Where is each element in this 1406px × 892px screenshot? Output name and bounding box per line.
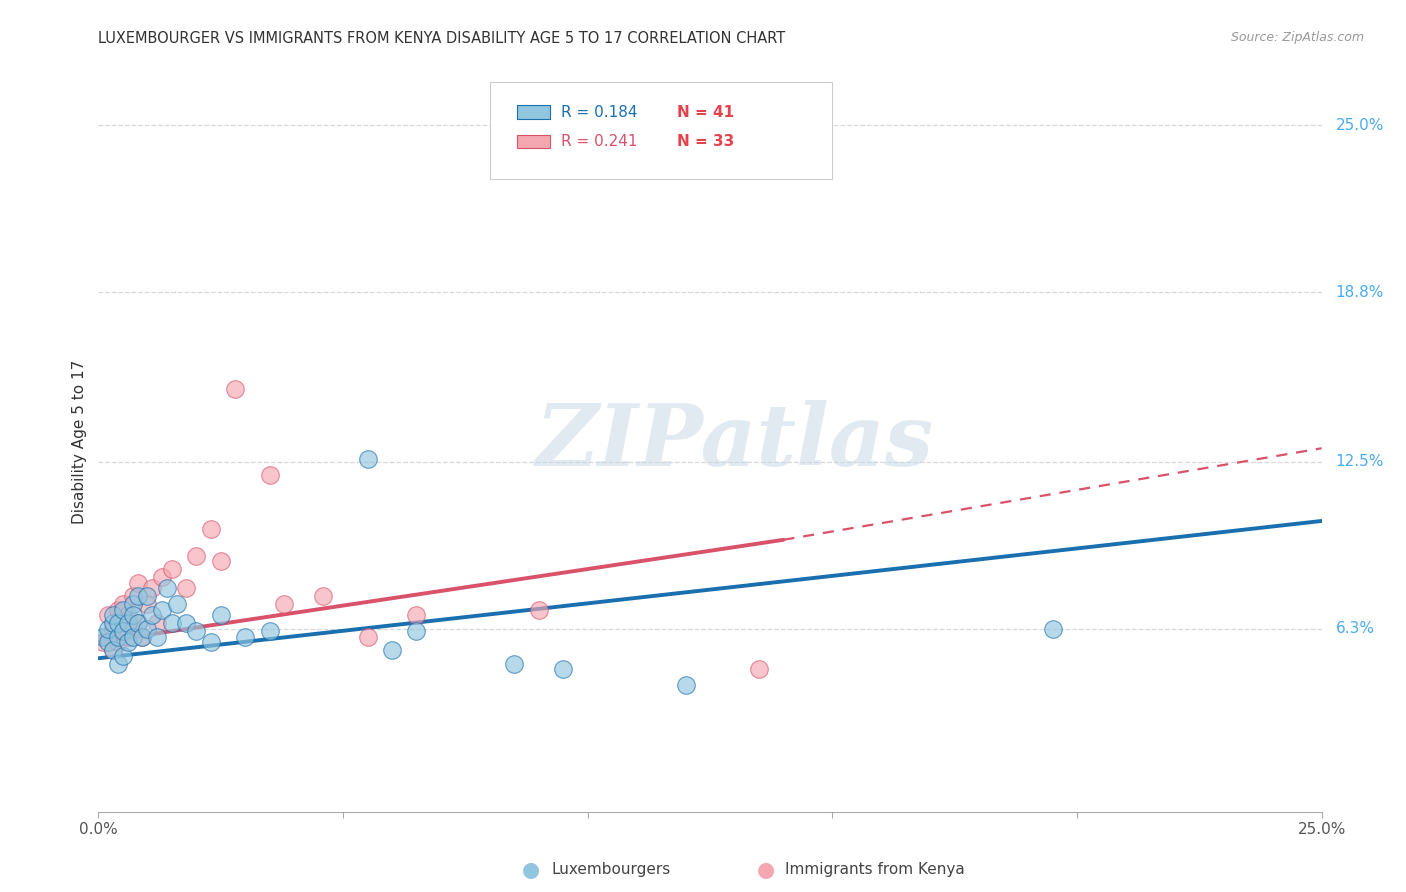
Text: 6.3%: 6.3% bbox=[1336, 621, 1375, 636]
Point bbox=[233, 630, 256, 644]
Text: Immigrants from Kenya: Immigrants from Kenya bbox=[785, 863, 965, 877]
Point bbox=[101, 608, 124, 623]
Point bbox=[141, 608, 163, 623]
Point bbox=[97, 622, 120, 636]
Point bbox=[131, 630, 153, 644]
Text: ZIPatlas: ZIPatlas bbox=[536, 400, 934, 483]
Point bbox=[111, 603, 134, 617]
Point bbox=[111, 648, 134, 663]
Point bbox=[101, 622, 124, 636]
Point bbox=[101, 643, 124, 657]
Y-axis label: Disability Age 5 to 17: Disability Age 5 to 17 bbox=[72, 359, 87, 524]
Point bbox=[121, 608, 143, 623]
Point bbox=[136, 598, 159, 612]
Point bbox=[111, 624, 134, 639]
Point bbox=[160, 616, 183, 631]
Point bbox=[166, 598, 188, 612]
Point bbox=[186, 624, 208, 639]
Point bbox=[127, 590, 149, 604]
Point bbox=[156, 581, 179, 595]
Text: 18.8%: 18.8% bbox=[1336, 285, 1384, 300]
Point bbox=[527, 603, 550, 617]
Point bbox=[553, 662, 575, 676]
Point bbox=[675, 678, 697, 692]
Point bbox=[146, 616, 169, 631]
Point bbox=[356, 630, 378, 644]
Point bbox=[748, 662, 770, 676]
Point bbox=[136, 590, 159, 604]
Point bbox=[121, 590, 143, 604]
Point bbox=[136, 622, 159, 636]
Point bbox=[107, 657, 129, 671]
Point bbox=[91, 635, 114, 649]
Point bbox=[121, 598, 143, 612]
Text: ●: ● bbox=[523, 860, 540, 880]
Point bbox=[127, 575, 149, 590]
Point bbox=[259, 624, 281, 639]
Point bbox=[259, 468, 281, 483]
Point bbox=[117, 630, 139, 644]
Point bbox=[101, 616, 124, 631]
Text: R = 0.241: R = 0.241 bbox=[561, 134, 637, 149]
Point bbox=[97, 630, 120, 644]
Point bbox=[117, 608, 139, 623]
Point bbox=[176, 581, 198, 595]
Point bbox=[107, 603, 129, 617]
Text: 25.0%: 25.0% bbox=[1336, 118, 1384, 133]
Point bbox=[1042, 622, 1064, 636]
Point bbox=[97, 608, 120, 623]
Point bbox=[121, 630, 143, 644]
FancyBboxPatch shape bbox=[517, 105, 550, 119]
Point bbox=[91, 630, 114, 644]
Point bbox=[273, 598, 295, 612]
Point bbox=[381, 643, 404, 657]
Point bbox=[200, 635, 222, 649]
Text: R = 0.184: R = 0.184 bbox=[561, 104, 637, 120]
Point bbox=[127, 616, 149, 631]
Point bbox=[111, 598, 134, 612]
Point bbox=[146, 630, 169, 644]
Point bbox=[107, 616, 129, 631]
Point bbox=[121, 622, 143, 636]
Text: ●: ● bbox=[758, 860, 775, 880]
Point bbox=[150, 603, 173, 617]
Text: LUXEMBOURGER VS IMMIGRANTS FROM KENYA DISABILITY AGE 5 TO 17 CORRELATION CHART: LUXEMBOURGER VS IMMIGRANTS FROM KENYA DI… bbox=[98, 31, 786, 46]
Text: N = 33: N = 33 bbox=[678, 134, 734, 149]
Text: 12.5%: 12.5% bbox=[1336, 454, 1384, 469]
Point bbox=[503, 657, 526, 671]
Point bbox=[176, 616, 198, 631]
Point bbox=[209, 608, 232, 623]
Point bbox=[160, 562, 183, 576]
Point bbox=[111, 616, 134, 631]
FancyBboxPatch shape bbox=[517, 135, 550, 148]
Point bbox=[150, 570, 173, 584]
Text: Luxembourgers: Luxembourgers bbox=[551, 863, 671, 877]
Point bbox=[209, 554, 232, 568]
Text: Source: ZipAtlas.com: Source: ZipAtlas.com bbox=[1230, 31, 1364, 45]
Point bbox=[200, 522, 222, 536]
Point bbox=[141, 581, 163, 595]
Point bbox=[224, 382, 246, 396]
Point bbox=[127, 616, 149, 631]
Point bbox=[117, 635, 139, 649]
Point bbox=[405, 624, 427, 639]
Point bbox=[117, 616, 139, 631]
Point bbox=[312, 590, 335, 604]
Point bbox=[131, 630, 153, 644]
Point bbox=[356, 452, 378, 467]
Point bbox=[107, 635, 129, 649]
Point bbox=[107, 630, 129, 644]
Text: N = 41: N = 41 bbox=[678, 104, 734, 120]
Point bbox=[405, 608, 427, 623]
Point bbox=[101, 643, 124, 657]
Point bbox=[97, 635, 120, 649]
Point bbox=[186, 549, 208, 563]
FancyBboxPatch shape bbox=[489, 82, 832, 178]
